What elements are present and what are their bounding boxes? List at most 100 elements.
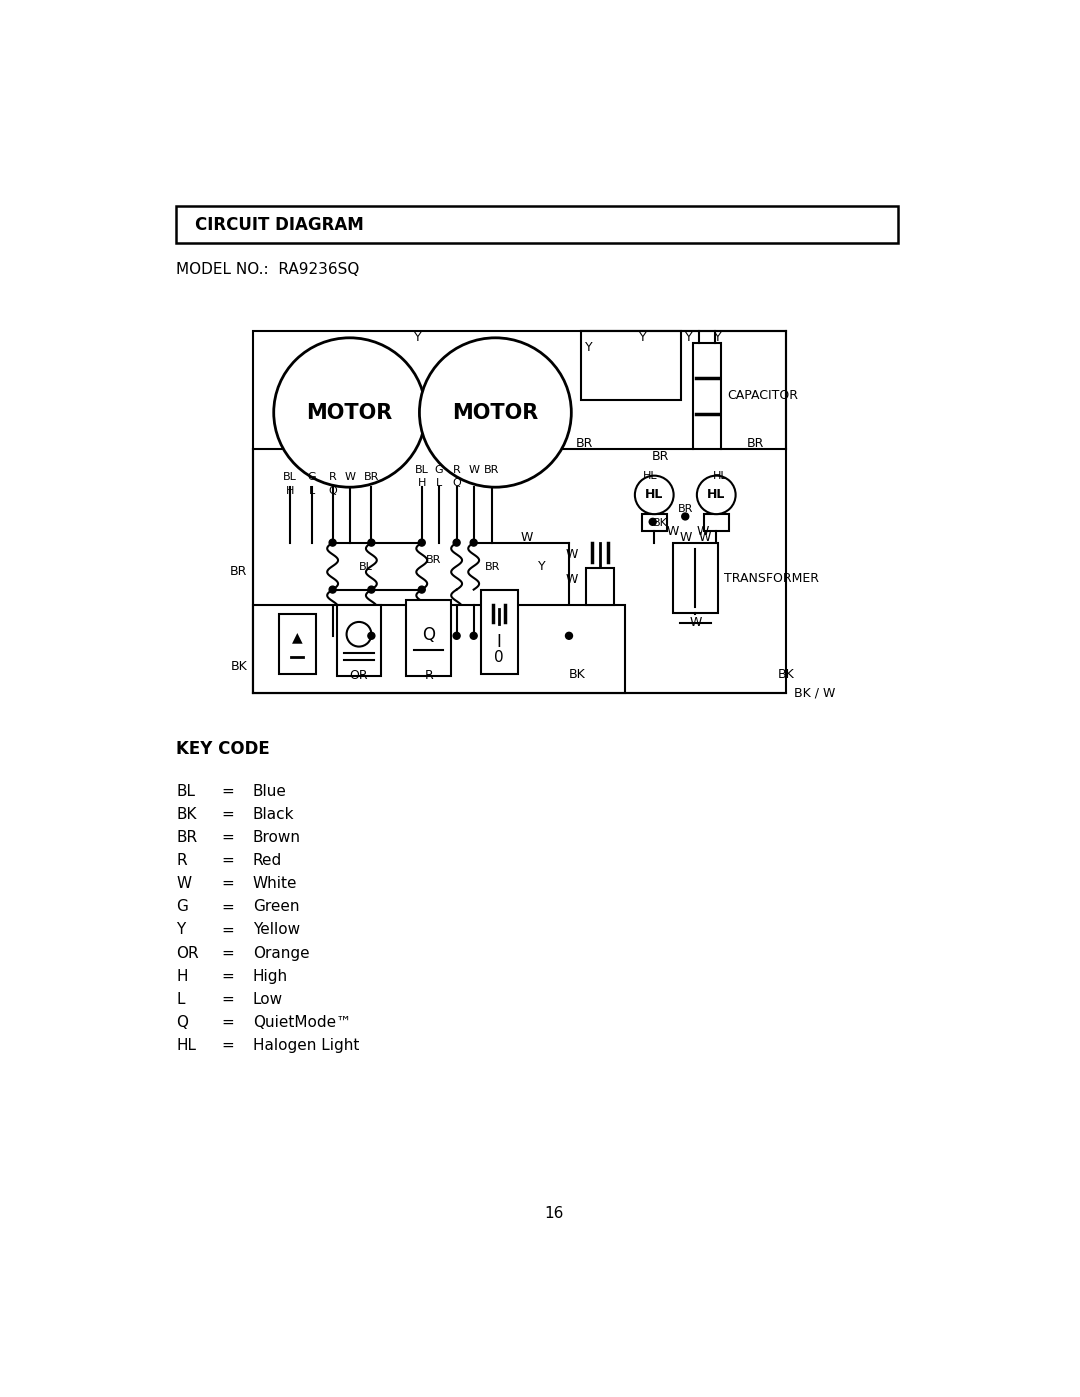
Text: BL: BL: [415, 465, 429, 475]
Bar: [337, 605, 381, 676]
Circle shape: [470, 539, 477, 546]
Text: L: L: [309, 486, 315, 496]
Text: OR: OR: [350, 669, 368, 682]
Text: W: W: [699, 531, 711, 543]
Circle shape: [368, 539, 375, 546]
Text: Q: Q: [176, 1014, 188, 1030]
Bar: [581, 331, 681, 400]
Text: Q: Q: [328, 486, 337, 496]
Bar: [586, 569, 613, 605]
Text: Low: Low: [253, 992, 283, 1007]
Text: Orange: Orange: [253, 946, 310, 961]
Text: W: W: [468, 465, 480, 475]
Text: W: W: [697, 525, 708, 538]
Text: MOTOR: MOTOR: [453, 402, 539, 422]
Bar: [673, 542, 718, 613]
Text: BR: BR: [364, 472, 379, 482]
Text: BR: BR: [176, 830, 198, 845]
Text: White: White: [253, 876, 297, 891]
Text: MOTOR: MOTOR: [307, 402, 393, 422]
Text: BR: BR: [485, 562, 501, 571]
Text: HL: HL: [176, 1038, 197, 1053]
Text: R: R: [424, 669, 433, 682]
Text: BR: BR: [651, 450, 670, 462]
Text: HL: HL: [707, 489, 726, 502]
Text: L: L: [435, 478, 442, 489]
Bar: [253, 605, 625, 693]
Text: W: W: [689, 616, 702, 629]
Text: MODEL NO.:  RA9236SQ: MODEL NO.: RA9236SQ: [176, 261, 360, 277]
Text: =: =: [221, 992, 234, 1007]
Text: BK: BK: [176, 807, 197, 821]
Text: BK: BK: [652, 518, 667, 528]
Text: W: W: [521, 531, 532, 543]
Text: R: R: [328, 472, 337, 482]
Text: BR: BR: [484, 465, 499, 475]
Text: Y: Y: [176, 922, 186, 937]
Text: =: =: [221, 968, 234, 983]
Text: BR: BR: [677, 504, 693, 514]
Text: =: =: [221, 854, 234, 868]
Text: BR: BR: [746, 437, 764, 450]
Bar: [406, 601, 451, 676]
Text: =: =: [221, 922, 234, 937]
Text: H: H: [286, 486, 294, 496]
Bar: [176, 207, 899, 243]
Bar: [482, 590, 517, 673]
Text: CIRCUIT DIAGRAM: CIRCUIT DIAGRAM: [195, 215, 364, 233]
Text: High: High: [253, 968, 288, 983]
Text: Y: Y: [538, 560, 545, 573]
Text: Y: Y: [584, 341, 592, 355]
Text: I: I: [497, 633, 502, 651]
Bar: [704, 514, 729, 531]
Circle shape: [329, 587, 336, 594]
Circle shape: [368, 633, 375, 640]
Text: =: =: [221, 807, 234, 821]
Text: Green: Green: [253, 900, 299, 915]
Text: R: R: [176, 854, 187, 868]
Text: G: G: [176, 900, 188, 915]
Text: QuietMode™: QuietMode™: [253, 1014, 351, 1030]
Text: 0: 0: [495, 650, 504, 665]
Circle shape: [418, 587, 426, 594]
Text: HL: HL: [643, 471, 658, 481]
Text: W: W: [345, 472, 356, 482]
Circle shape: [681, 513, 689, 520]
Text: H: H: [418, 478, 426, 489]
Circle shape: [697, 475, 735, 514]
Circle shape: [470, 633, 477, 640]
Text: L: L: [176, 992, 185, 1007]
Text: BK: BK: [231, 661, 247, 673]
Text: TRANSFORMER: TRANSFORMER: [724, 571, 819, 584]
Text: =: =: [221, 876, 234, 891]
Text: W: W: [176, 876, 191, 891]
Text: HL: HL: [645, 489, 663, 502]
Text: =: =: [221, 946, 234, 961]
Text: Red: Red: [253, 854, 282, 868]
Text: =: =: [221, 784, 234, 799]
Text: =: =: [221, 830, 234, 845]
Text: Y: Y: [414, 331, 421, 344]
Text: Black: Black: [253, 807, 294, 821]
Text: =: =: [221, 900, 234, 915]
Bar: [253, 331, 786, 693]
Ellipse shape: [419, 338, 571, 488]
Circle shape: [566, 633, 572, 640]
Text: W: W: [566, 573, 578, 587]
Circle shape: [635, 475, 674, 514]
Text: BK: BK: [778, 668, 795, 680]
Text: Y: Y: [685, 331, 692, 344]
Text: BR: BR: [426, 556, 441, 566]
Text: BL: BL: [359, 562, 373, 571]
Circle shape: [454, 633, 460, 640]
Circle shape: [347, 622, 372, 647]
Text: BR: BR: [230, 566, 247, 578]
Text: BK / W: BK / W: [794, 686, 835, 700]
Text: Y: Y: [638, 331, 647, 344]
Text: BL: BL: [283, 472, 297, 482]
Text: Q: Q: [453, 478, 461, 489]
Text: BK: BK: [568, 668, 585, 680]
Text: =: =: [221, 1014, 234, 1030]
Text: G: G: [434, 465, 443, 475]
Text: BL: BL: [176, 784, 195, 799]
